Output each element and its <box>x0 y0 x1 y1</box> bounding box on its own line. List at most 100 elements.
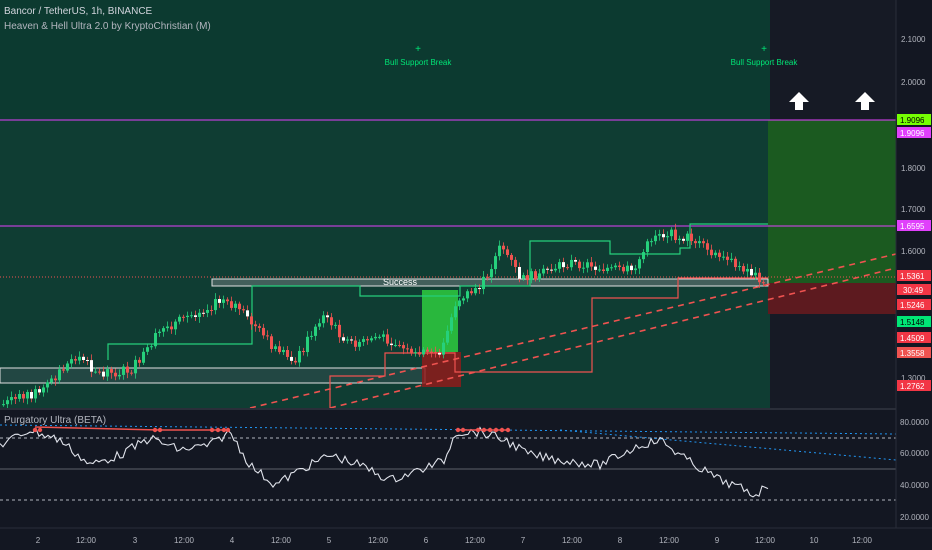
candle-body <box>174 321 177 330</box>
candle-body <box>358 341 361 347</box>
candle-body <box>222 299 225 303</box>
price-tag-label: 1.3558 <box>900 349 925 358</box>
candle-body <box>750 268 753 276</box>
candle-body <box>502 245 505 250</box>
candle-body <box>34 389 37 399</box>
time-axis[interactable] <box>0 528 932 550</box>
target-green-box <box>768 120 896 283</box>
price-tag: 1.5148 <box>897 316 931 327</box>
candle-body <box>694 241 697 244</box>
candle-body <box>118 374 121 377</box>
candle-body <box>302 350 305 353</box>
candle-body <box>158 331 161 334</box>
candle-body <box>338 324 341 338</box>
symbol-title[interactable]: Bancor / TetherUS, 1h, BINANCE <box>4 6 153 17</box>
candle-body <box>554 268 557 271</box>
candle-body <box>2 404 5 406</box>
candle-body <box>342 337 345 341</box>
candle-body <box>590 262 593 267</box>
candle-body <box>286 349 289 357</box>
countdown-label: 30:49 <box>903 286 924 295</box>
candle-body <box>326 315 329 318</box>
candle-body <box>498 245 501 257</box>
time-label: 12:00 <box>271 536 292 545</box>
indicator-pane-title[interactable]: Purgatory Ultra (BETA) <box>4 415 107 426</box>
time-label: 12:00 <box>76 536 97 545</box>
candle-body <box>350 339 353 341</box>
candle-body <box>614 265 617 268</box>
candle-body <box>638 259 641 269</box>
stop-red-box <box>768 283 896 314</box>
candle-body <box>90 360 93 372</box>
candle-body <box>642 252 645 260</box>
price-tag-label: 1.4509 <box>900 334 925 343</box>
candle-body <box>334 324 337 326</box>
candle-body <box>314 326 317 336</box>
time-labels: 2 12:00 3 12:00 4 12:00 5 12:00 6 12:00 … <box>36 536 873 545</box>
candle-body <box>678 238 681 241</box>
bull-break-plus-2: + <box>761 44 767 55</box>
candle-body <box>658 234 661 236</box>
candle-body <box>546 268 549 270</box>
price-tag-label: 1.2762 <box>900 382 925 391</box>
candle-body <box>362 339 365 342</box>
candle-body <box>618 265 621 267</box>
candle-body <box>586 262 589 268</box>
candle-body <box>138 359 141 363</box>
candle-body <box>198 312 201 317</box>
candle-body <box>250 316 253 325</box>
candle-body <box>266 335 269 337</box>
candle-body <box>126 366 129 373</box>
candle-body <box>646 241 649 253</box>
bull-break-label-1: Bull Support Break <box>385 58 453 67</box>
overbought-marker <box>455 427 461 433</box>
heaven-zone-top <box>0 0 770 120</box>
candle-body <box>570 259 573 268</box>
candle-body <box>718 252 721 257</box>
candle-body <box>650 241 653 243</box>
candle-body <box>698 241 701 244</box>
candle-body <box>218 299 221 303</box>
time-label: 4 <box>230 536 235 545</box>
candle-body <box>74 359 77 361</box>
candle-body <box>270 336 273 350</box>
candle-body <box>178 316 181 322</box>
candle-body <box>54 378 57 381</box>
candle-body <box>194 315 197 317</box>
candle-body <box>602 269 605 272</box>
candle-body <box>150 346 153 348</box>
candle-body <box>722 256 725 258</box>
overbought-marker <box>157 427 163 433</box>
candle-body <box>246 310 249 317</box>
candle-body <box>330 317 333 326</box>
candle-body <box>606 267 609 272</box>
indicator-legend[interactable]: Heaven & Hell Ultra 2.0 by KryptoChristi… <box>4 21 211 32</box>
countdown-tag: 30:49 <box>897 284 931 295</box>
candle-body <box>514 259 517 267</box>
candle-body <box>30 392 33 399</box>
price-tick: 1.8000 <box>901 164 926 173</box>
overbought-marker <box>493 427 499 433</box>
candle-body <box>470 291 473 294</box>
overbought-marker <box>487 427 493 433</box>
time-label: 8 <box>618 536 623 545</box>
price-tag-label: 1.9096 <box>900 129 925 138</box>
candle-body <box>734 258 737 268</box>
price-tag-label: 1.6595 <box>900 222 925 231</box>
candle-body <box>402 345 405 349</box>
candle-body <box>294 360 297 363</box>
price-tag: 1.5361 <box>897 270 931 281</box>
candle-body <box>438 352 441 355</box>
price-axis[interactable] <box>896 0 932 528</box>
time-label: 12:00 <box>368 536 389 545</box>
candle-body <box>526 275 529 281</box>
price-tag-label: 1.5246 <box>900 301 925 310</box>
candle-body <box>226 299 229 302</box>
candle-body <box>106 369 109 377</box>
candle-body <box>758 272 761 283</box>
candle-body <box>634 268 637 271</box>
candle-body <box>486 276 489 278</box>
price-ticks: 2.1000 2.0000 1.8000 1.7000 1.6000 1.300… <box>901 35 926 383</box>
candle-body <box>366 339 369 341</box>
